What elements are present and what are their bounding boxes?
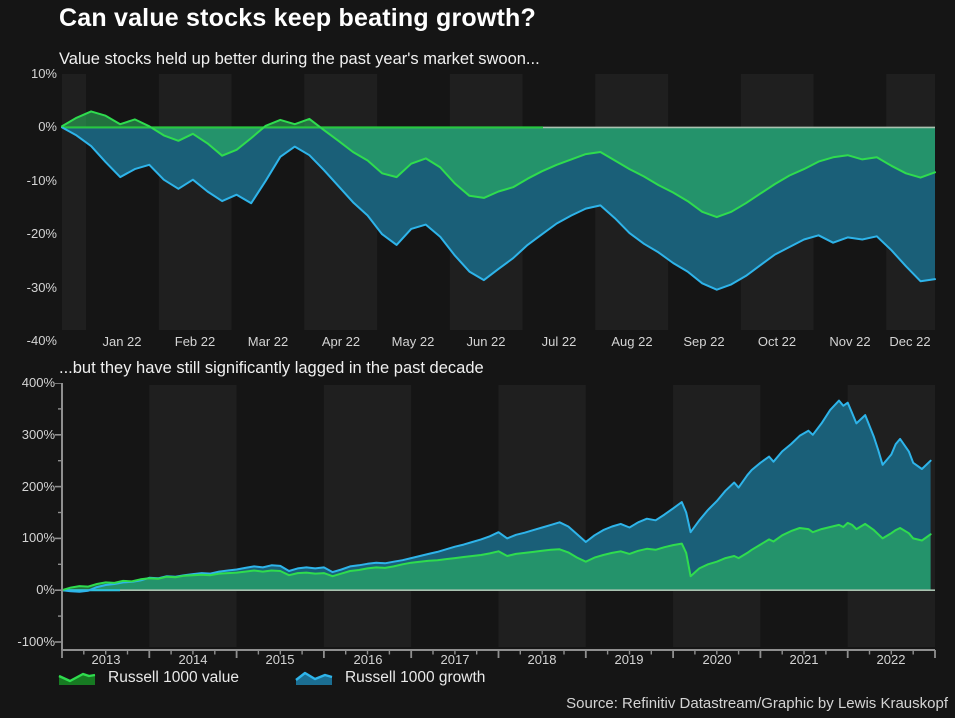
x-tick-label: 2017: [440, 652, 470, 667]
y-tick-label: 200%: [21, 479, 55, 494]
y-tick-label: -30%: [26, 280, 57, 295]
x-tick-label: 2015: [265, 652, 295, 667]
x-tick-label: 2021: [789, 652, 819, 667]
top-chart-subtitle: Value stocks held up better during the p…: [59, 50, 540, 68]
y-tick-label: 300%: [21, 427, 55, 442]
x-tick-label: Oct 22: [757, 334, 797, 349]
legend-label-growth: Russell 1000 growth: [344, 669, 486, 686]
y-tick-label: 100%: [21, 530, 55, 545]
x-tick-label: 2014: [178, 652, 208, 667]
x-tick-label: 2016: [353, 652, 383, 667]
x-tick-label: Mar 22: [247, 334, 289, 349]
value-area-icon: [58, 672, 96, 685]
x-tick-label: Jul 22: [541, 334, 577, 349]
y-tick-label: -10%: [26, 173, 57, 188]
x-tick-label: Sep 22: [683, 334, 725, 349]
x-tick-label: Nov 22: [829, 334, 871, 349]
x-tick-label: 2022: [876, 652, 906, 667]
x-tick-label: Jan 22: [102, 334, 142, 349]
x-tick-label: 2019: [614, 652, 644, 667]
y-tick-label: -20%: [26, 226, 57, 241]
x-tick-label: Apr 22: [321, 334, 361, 349]
y-tick-label: 10%: [30, 66, 57, 81]
page-title: Can value stocks keep beating growth?: [59, 4, 536, 32]
y-tick-label: 400%: [21, 375, 55, 390]
legend-item-growth: Russell 1000 growth: [295, 669, 485, 687]
x-tick-label: 2013: [91, 652, 121, 667]
legend-label-value: Russell 1000 value: [108, 669, 239, 686]
y-tick-label: -100%: [17, 634, 55, 649]
x-tick-label: Feb 22: [174, 334, 216, 349]
legend: Russell 1000 value Russell 1000 growth: [58, 669, 541, 687]
x-tick-label: May 22: [391, 334, 435, 349]
y-tick-label: 0%: [38, 119, 57, 134]
bottom-chart-subtitle: ...but they have still significantly lag…: [59, 359, 484, 377]
source-credit: Source: Refinitiv Datastream/Graphic by …: [566, 695, 948, 712]
y-tick-label: 0%: [36, 582, 55, 597]
x-tick-label: 2018: [527, 652, 557, 667]
x-tick-label: Aug 22: [611, 334, 653, 349]
legend-item-value: Russell 1000 value: [58, 669, 239, 687]
top-chart-plot: [61, 74, 936, 330]
growth-area-icon: [295, 671, 333, 685]
x-tick-label: Jun 22: [466, 334, 506, 349]
x-tick-label: Dec 22: [889, 334, 931, 349]
y-tick-label: -40%: [26, 333, 57, 348]
x-tick-label: 2020: [702, 652, 732, 667]
bottom-chart-plot: [55, 383, 936, 658]
